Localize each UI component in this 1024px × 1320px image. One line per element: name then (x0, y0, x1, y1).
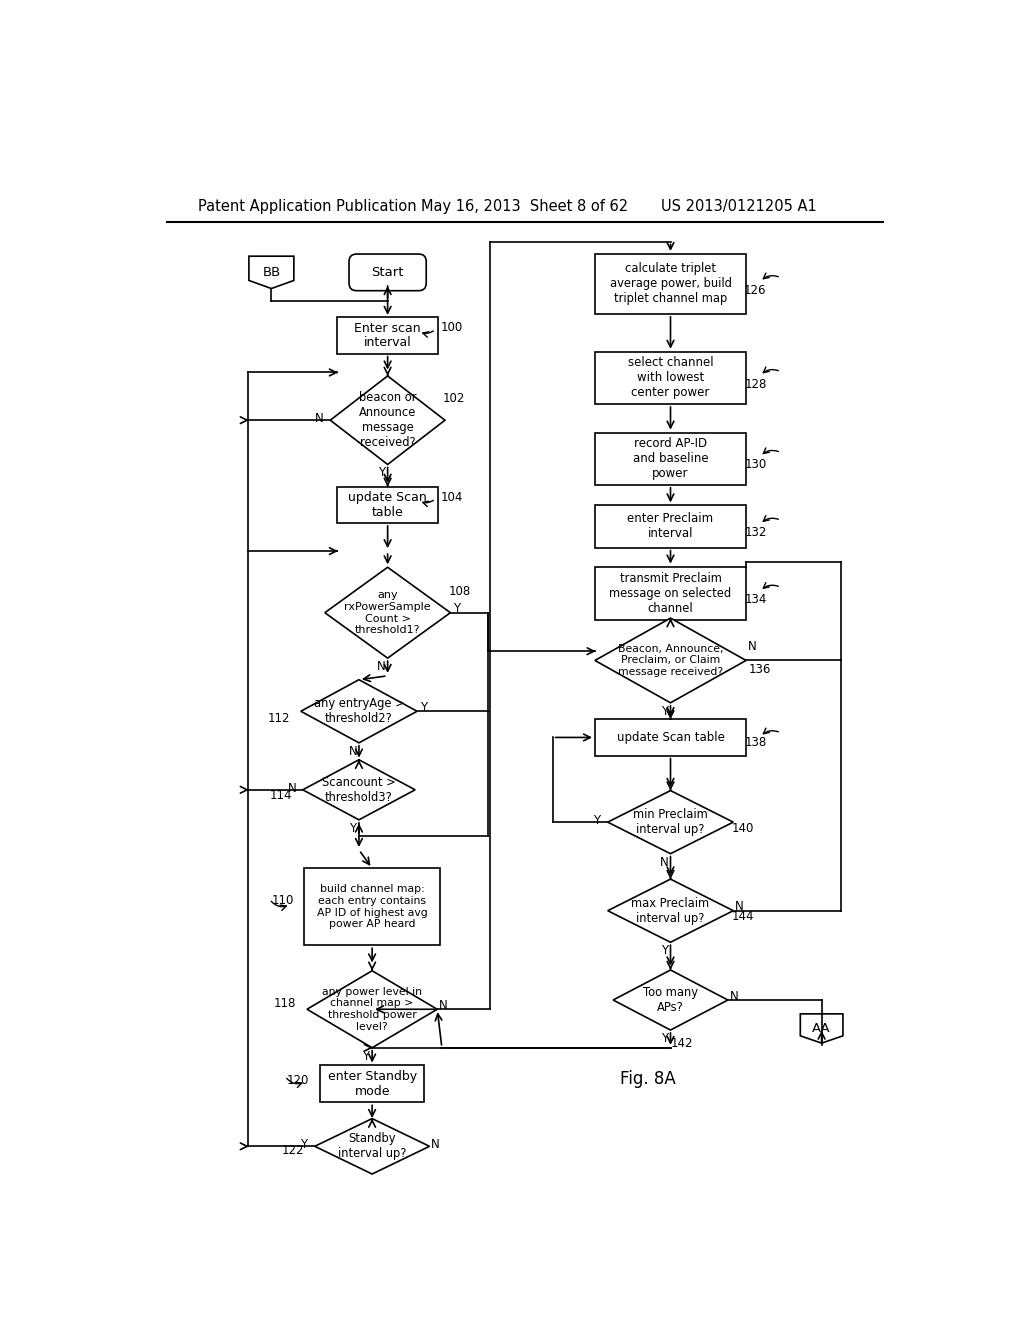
Text: US 2013/0121205 A1: US 2013/0121205 A1 (662, 198, 817, 214)
Text: any
rxPowerSample
Count >
threshold1?: any rxPowerSample Count > threshold1? (344, 590, 431, 635)
Text: Patent Application Publication: Patent Application Publication (198, 198, 417, 214)
Text: N: N (288, 781, 296, 795)
Polygon shape (607, 791, 733, 854)
Text: Fig. 8A: Fig. 8A (621, 1069, 676, 1088)
Text: Beacon, Announce,
Preclaim, or Claim
message received?: Beacon, Announce, Preclaim, or Claim mes… (617, 644, 723, 677)
Text: Standby
interval up?: Standby interval up? (338, 1133, 407, 1160)
Text: 144: 144 (731, 911, 754, 924)
Polygon shape (595, 618, 746, 702)
Text: build channel map:
each entry contains
AP ID of highest avg
power AP heard: build channel map: each entry contains A… (316, 884, 427, 929)
Text: 122: 122 (282, 1144, 304, 1158)
Text: May 16, 2013  Sheet 8 of 62: May 16, 2013 Sheet 8 of 62 (421, 198, 628, 214)
Text: AA: AA (812, 1022, 830, 1035)
Text: min Preclaim
interval up?: min Preclaim interval up? (633, 808, 708, 836)
Text: max Preclaim
interval up?: max Preclaim interval up? (632, 896, 710, 925)
Polygon shape (331, 376, 445, 465)
Text: Y: Y (660, 944, 668, 957)
Text: N: N (735, 900, 743, 913)
Text: calculate triplet
average power, build
triplet channel map: calculate triplet average power, build t… (609, 263, 731, 305)
Text: N: N (315, 412, 324, 425)
Text: 142: 142 (671, 1038, 693, 1051)
Text: enter Preclaim
interval: enter Preclaim interval (628, 512, 714, 540)
Text: 140: 140 (731, 822, 754, 834)
Text: 114: 114 (269, 789, 292, 803)
Polygon shape (314, 1118, 429, 1173)
Text: Y: Y (593, 814, 600, 828)
FancyBboxPatch shape (349, 253, 426, 290)
Text: Y: Y (362, 1049, 370, 1063)
Text: N: N (439, 999, 447, 1012)
Text: 104: 104 (440, 491, 463, 504)
Text: 138: 138 (744, 735, 767, 748)
Text: 108: 108 (449, 585, 471, 598)
Text: 128: 128 (744, 378, 767, 391)
Text: Y: Y (453, 602, 460, 615)
FancyBboxPatch shape (304, 869, 440, 945)
Text: Scancount >
threshold3?: Scancount > threshold3? (323, 776, 396, 804)
Text: Y: Y (349, 822, 356, 834)
Polygon shape (325, 568, 451, 659)
Text: 100: 100 (440, 321, 463, 334)
Text: record AP-ID
and baseline
power: record AP-ID and baseline power (633, 437, 709, 480)
Text: 130: 130 (744, 458, 767, 471)
Polygon shape (249, 256, 294, 289)
Text: N: N (730, 990, 738, 1003)
Polygon shape (801, 1014, 843, 1043)
FancyBboxPatch shape (595, 506, 746, 548)
Text: Too many
APs?: Too many APs? (643, 986, 698, 1014)
FancyBboxPatch shape (595, 351, 746, 404)
Text: N: N (348, 744, 357, 758)
Text: Y: Y (300, 1138, 307, 1151)
Text: Y: Y (660, 705, 668, 718)
Text: Y: Y (420, 701, 427, 714)
Text: transmit Preclaim
message on selected
channel: transmit Preclaim message on selected ch… (609, 572, 731, 615)
Text: beacon or
Announce
message
received?: beacon or Announce message received? (358, 391, 417, 449)
Text: 112: 112 (268, 713, 291, 726)
Text: N: N (431, 1138, 440, 1151)
Text: N: N (748, 640, 757, 653)
Text: update Scan
table: update Scan table (348, 491, 427, 519)
Polygon shape (613, 970, 728, 1030)
FancyBboxPatch shape (595, 433, 746, 484)
FancyBboxPatch shape (595, 719, 746, 755)
Polygon shape (307, 970, 437, 1048)
Text: select channel
with lowest
center power: select channel with lowest center power (628, 356, 714, 400)
Polygon shape (303, 760, 415, 820)
Text: 136: 136 (749, 663, 771, 676)
Text: 118: 118 (274, 997, 297, 1010)
Text: 132: 132 (744, 527, 767, 539)
Text: Enter scan
interval: Enter scan interval (354, 322, 421, 350)
Text: N: N (377, 660, 386, 673)
Text: any power level in
channel map >
threshold power
level?: any power level in channel map > thresho… (323, 987, 422, 1032)
Text: enter Standby
mode: enter Standby mode (328, 1071, 417, 1098)
FancyBboxPatch shape (595, 253, 746, 314)
FancyBboxPatch shape (319, 1065, 424, 1102)
Text: 102: 102 (443, 392, 466, 405)
Text: 134: 134 (744, 593, 767, 606)
FancyBboxPatch shape (337, 317, 438, 354)
Polygon shape (301, 680, 417, 743)
Text: Start: Start (372, 265, 403, 279)
Text: Y: Y (378, 466, 385, 479)
Text: 126: 126 (744, 284, 767, 297)
FancyBboxPatch shape (337, 487, 438, 523)
Text: N: N (659, 855, 669, 869)
Text: 110: 110 (271, 894, 294, 907)
Text: 120: 120 (287, 1073, 309, 1086)
Text: BB: BB (262, 265, 281, 279)
Text: update Scan table: update Scan table (616, 731, 724, 744)
Text: any entryAge >
threshold2?: any entryAge > threshold2? (313, 697, 404, 725)
Text: Y: Y (660, 1032, 668, 1045)
Polygon shape (607, 879, 733, 942)
FancyBboxPatch shape (595, 566, 746, 620)
